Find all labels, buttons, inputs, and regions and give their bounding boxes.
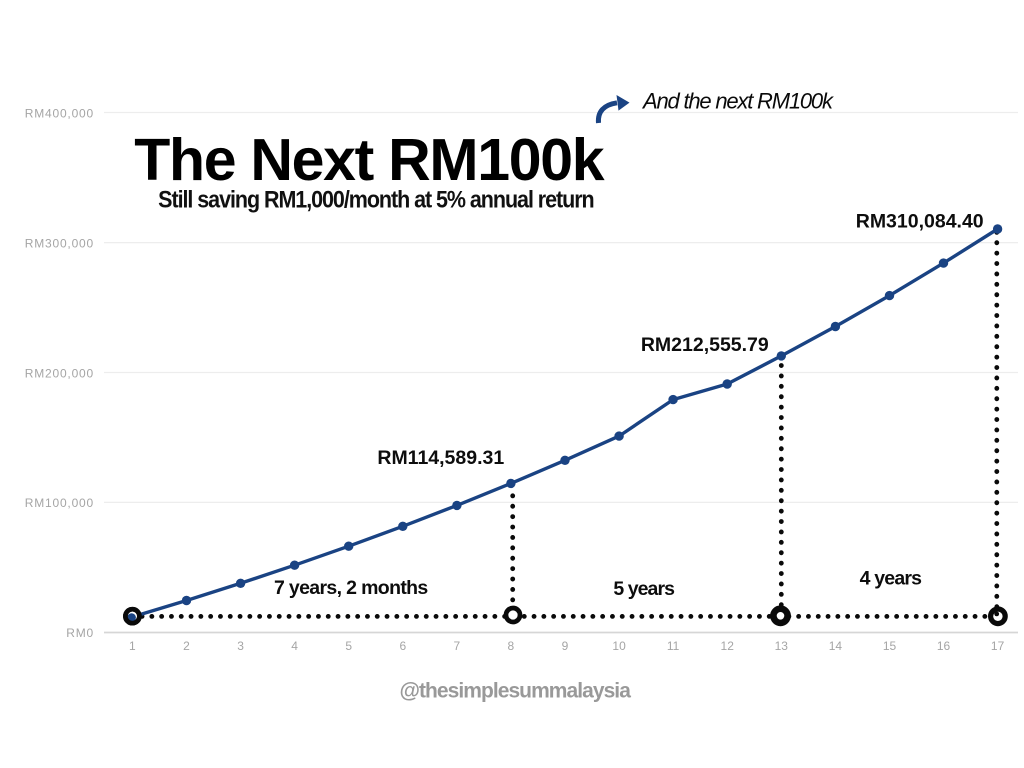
svg-text:8: 8 bbox=[508, 639, 515, 653]
svg-text:12: 12 bbox=[721, 639, 735, 653]
svg-text:RM212,555.79: RM212,555.79 bbox=[641, 334, 769, 356]
svg-text:5: 5 bbox=[345, 639, 352, 653]
svg-text:RM310,084.40: RM310,084.40 bbox=[856, 210, 984, 232]
svg-text:7 years, 2 months: 7 years, 2 months bbox=[274, 577, 428, 599]
svg-text:7: 7 bbox=[454, 639, 461, 653]
svg-text:14: 14 bbox=[829, 639, 843, 653]
svg-text:10: 10 bbox=[612, 639, 626, 653]
svg-text:RM400,000: RM400,000 bbox=[25, 106, 94, 120]
svg-text:RM0: RM0 bbox=[66, 626, 94, 640]
svg-text:3: 3 bbox=[237, 639, 244, 653]
svg-text:The Next RM100k: The Next RM100k bbox=[134, 127, 605, 193]
svg-text:5 years: 5 years bbox=[613, 578, 675, 600]
svg-text:6: 6 bbox=[399, 639, 406, 653]
svg-text:1: 1 bbox=[129, 639, 136, 653]
svg-text:And the next RM100k: And the next RM100k bbox=[641, 89, 834, 114]
svg-text:17: 17 bbox=[991, 639, 1005, 653]
svg-text:15: 15 bbox=[883, 639, 897, 653]
svg-text:RM300,000: RM300,000 bbox=[25, 236, 94, 250]
svg-text:RM114,589.31: RM114,589.31 bbox=[377, 447, 504, 469]
svg-text:11: 11 bbox=[667, 639, 680, 653]
svg-text:4 years: 4 years bbox=[860, 568, 923, 590]
svg-text:9: 9 bbox=[562, 639, 569, 653]
svg-text:13: 13 bbox=[775, 639, 789, 653]
svg-text:RM100,000: RM100,000 bbox=[25, 496, 94, 510]
svg-text:2: 2 bbox=[183, 639, 190, 653]
svg-text:RM200,000: RM200,000 bbox=[25, 366, 94, 380]
svg-text:@thesimplesummalaysia: @thesimplesummalaysia bbox=[399, 679, 631, 702]
svg-text:4: 4 bbox=[291, 639, 298, 653]
svg-text:Still saving RM1,000/month at: Still saving RM1,000/month at 5% annual … bbox=[158, 186, 594, 212]
svg-text:16: 16 bbox=[937, 639, 951, 653]
